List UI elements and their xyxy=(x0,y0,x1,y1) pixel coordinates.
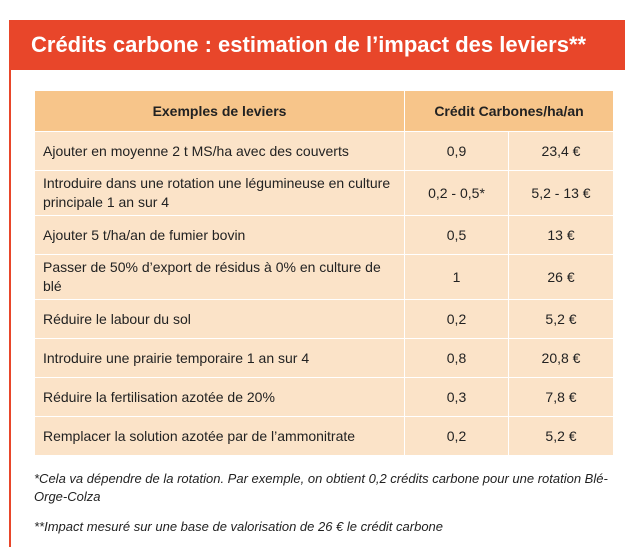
table-row: Ajouter en moyenne 2 t MS/ha avec des co… xyxy=(34,131,614,171)
value-cell: 5,2 € xyxy=(508,416,614,456)
table-row: Passer de 50% d’export de résidus à 0% e… xyxy=(34,254,614,300)
value-cell: 13 € xyxy=(508,215,614,255)
lever-cell: Passer de 50% d’export de résidus à 0% e… xyxy=(34,254,405,300)
lever-cell: Réduire le labour du sol xyxy=(34,299,405,339)
left-accent-rule xyxy=(9,20,11,547)
value-cell: 7,8 € xyxy=(508,377,614,417)
levers-table: Exemples de leviers Crédit Carbones/ha/a… xyxy=(34,90,614,456)
credits-cell: 0,5 xyxy=(404,215,509,255)
credits-cell: 0,8 xyxy=(404,338,509,378)
lever-cell: Introduire dans une rotation une légumin… xyxy=(34,170,405,216)
value-cell: 26 € xyxy=(508,254,614,300)
table-row: Introduire dans une rotation une légumin… xyxy=(34,170,614,216)
lever-cell: Réduire la fertilisation azotée de 20% xyxy=(34,377,405,417)
footnote-valuation: **Impact mesuré sur une base de valorisa… xyxy=(34,519,444,534)
value-cell: 5,2 € xyxy=(508,299,614,339)
credits-cell: 0,2 xyxy=(404,416,509,456)
credits-cell: 0,3 xyxy=(404,377,509,417)
title-banner: Crédits carbone : estimation de l’impact… xyxy=(9,20,625,70)
table-header-row: Exemples de leviers Crédit Carbones/ha/a… xyxy=(34,90,614,132)
page-title: Crédits carbone : estimation de l’impact… xyxy=(31,32,587,57)
lever-cell: Ajouter en moyenne 2 t MS/ha avec des co… xyxy=(34,131,405,171)
footnotes: *Cela va dépendre de la rotation. Par ex… xyxy=(34,470,622,536)
credits-cell: 0,9 xyxy=(404,131,509,171)
footnote-rotation: *Cela va dépendre de la rotation. Par ex… xyxy=(34,471,608,504)
header-credit: Crédit Carbones/ha/an xyxy=(404,90,614,132)
value-cell: 23,4 € xyxy=(508,131,614,171)
lever-cell: Ajouter 5 t/ha/an de fumier bovin xyxy=(34,215,405,255)
credits-cell: 1 xyxy=(404,254,509,300)
table-row: Ajouter 5 t/ha/an de fumier bovin 0,5 13… xyxy=(34,215,614,255)
value-cell: 5,2 - 13 € xyxy=(508,170,614,216)
credits-cell: 0,2 - 0,5* xyxy=(404,170,509,216)
header-levers: Exemples de leviers xyxy=(34,90,405,132)
table-row: Introduire une prairie temporaire 1 an s… xyxy=(34,338,614,378)
value-cell: 20,8 € xyxy=(508,338,614,378)
lever-cell: Remplacer la solution azotée par de l’am… xyxy=(34,416,405,456)
credits-cell: 0,2 xyxy=(404,299,509,339)
lever-cell: Introduire une prairie temporaire 1 an s… xyxy=(34,338,405,378)
table-row: Réduire le labour du sol 0,2 5,2 € xyxy=(34,299,614,339)
table-row: Réduire la fertilisation azotée de 20% 0… xyxy=(34,377,614,417)
table-row: Remplacer la solution azotée par de l’am… xyxy=(34,416,614,456)
